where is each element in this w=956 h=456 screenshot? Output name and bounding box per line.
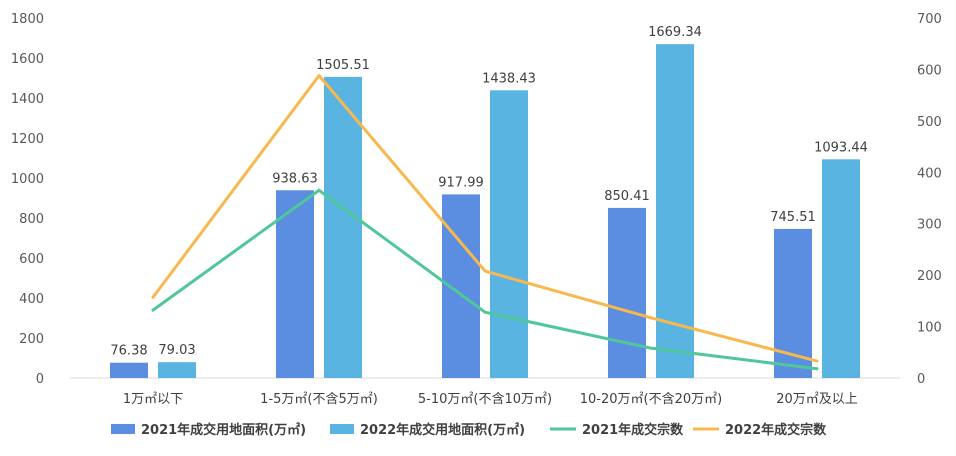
y-right-tick-label: 500 xyxy=(917,115,942,130)
y-right-tick-label: 300 xyxy=(917,218,942,233)
y-right-tick-label: 400 xyxy=(917,166,942,181)
line-point xyxy=(483,269,487,273)
bar-2022-area xyxy=(656,44,694,379)
line-point xyxy=(483,310,487,314)
x-category-label: 1-5万㎡(不含5万㎡) xyxy=(260,391,378,407)
line-point xyxy=(317,188,321,192)
legend-swatch xyxy=(111,424,135,434)
legend-label: 2021年成交用地面积(万㎡) xyxy=(141,422,306,438)
bar-data-label: 1093.44 xyxy=(814,140,868,155)
line-point xyxy=(151,295,155,299)
y-left-tick-label: 600 xyxy=(19,252,44,267)
y-right-tick-label: 700 xyxy=(917,12,942,27)
bar-2022-area xyxy=(158,362,196,378)
bar-2022-area xyxy=(324,76,362,378)
bar-2021-area xyxy=(774,228,812,378)
legend-label: 2022年成交用地面积(万㎡) xyxy=(360,422,525,438)
bar-data-labels: 76.38 79.03 938.63 1505.51 917.99 1438.43 850.… xyxy=(110,25,867,359)
x-category-label: 5-10万㎡(不含10万㎡) xyxy=(418,391,552,407)
y-axis-right: 0 100 200 300 400 500 600 700 xyxy=(917,12,942,387)
bar-2021-area xyxy=(608,207,646,378)
legend-label: 2022年成交宗数 xyxy=(725,422,827,438)
y-axis-left: 0 200 400 600 800 1000 1200 1400 1600 1800 xyxy=(11,12,44,387)
bar-2021-area xyxy=(110,362,148,378)
legend-label: 2021年成交宗数 xyxy=(582,422,684,438)
y-left-tick-label: 800 xyxy=(19,212,44,227)
y-right-tick-label: 600 xyxy=(917,63,942,78)
line-series-group xyxy=(151,74,819,371)
y-left-tick-label: 400 xyxy=(19,292,44,307)
bar-series-group xyxy=(110,44,860,379)
bar-data-label: 1669.34 xyxy=(648,25,702,40)
y-left-tick-label: 1000 xyxy=(11,172,44,187)
bar-data-label: 938.63 xyxy=(272,171,318,186)
line-2022-deals xyxy=(151,74,819,363)
y-left-tick-label: 0 xyxy=(36,372,44,387)
y-right-tick-label: 100 xyxy=(917,321,942,336)
bar-2022-area xyxy=(822,159,860,378)
y-right-tick-label: 200 xyxy=(917,269,942,284)
bar-2022-area xyxy=(490,90,528,379)
line-point xyxy=(317,74,321,78)
bar-data-label: 76.38 xyxy=(110,344,147,359)
legend-swatch xyxy=(330,424,354,434)
x-category-label: 1万㎡以下 xyxy=(123,392,183,407)
line-point xyxy=(649,316,653,320)
bar-data-label: 745.51 xyxy=(770,210,816,225)
bar-data-label: 850.41 xyxy=(604,189,650,204)
line-point xyxy=(815,359,819,363)
x-axis-labels: 1万㎡以下 1-5万㎡(不含5万㎡) 5-10万㎡(不含10万㎡) 10-20万㎡(不… xyxy=(123,391,858,407)
bar-2021-area xyxy=(276,190,314,378)
bar-data-label: 917.99 xyxy=(438,175,484,190)
y-left-tick-label: 200 xyxy=(19,332,44,347)
line-point xyxy=(815,367,819,371)
y-right-tick-label: 0 xyxy=(917,372,925,387)
x-category-label: 20万㎡及以上 xyxy=(776,392,858,407)
x-category-label: 10-20万㎡(不含20万㎡) xyxy=(580,391,722,407)
bar-data-label: 79.03 xyxy=(158,343,195,358)
y-left-tick-label: 1400 xyxy=(11,92,44,107)
y-left-tick-label: 1600 xyxy=(11,52,44,67)
line-point xyxy=(649,346,653,350)
bar-data-label: 1505.51 xyxy=(316,58,370,73)
line-2021-deals xyxy=(151,188,819,371)
bar-data-label: 1438.43 xyxy=(482,71,536,86)
y-left-tick-label: 1200 xyxy=(11,132,44,147)
line-point xyxy=(151,308,155,312)
legend: 2021年成交用地面积(万㎡) 2022年成交用地面积(万㎡) 2021年成交宗数 2… xyxy=(111,422,827,438)
y-left-tick-label: 1800 xyxy=(11,12,44,27)
